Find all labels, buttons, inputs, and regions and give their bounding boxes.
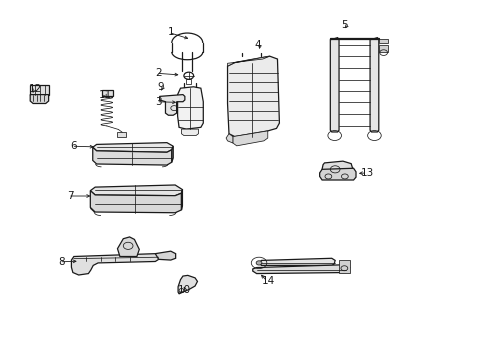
Polygon shape <box>178 275 197 294</box>
Polygon shape <box>181 129 198 135</box>
Polygon shape <box>90 185 182 195</box>
Polygon shape <box>90 191 181 213</box>
Text: 14: 14 <box>261 276 274 287</box>
Text: 8: 8 <box>59 257 65 267</box>
Polygon shape <box>369 38 378 132</box>
Polygon shape <box>322 161 352 176</box>
Polygon shape <box>319 168 355 180</box>
Bar <box>30 85 48 95</box>
Text: 3: 3 <box>155 97 162 107</box>
Polygon shape <box>93 147 171 165</box>
Polygon shape <box>159 95 184 115</box>
Circle shape <box>256 261 262 265</box>
Polygon shape <box>171 146 173 162</box>
Polygon shape <box>232 131 267 146</box>
Polygon shape <box>71 254 159 275</box>
Bar <box>117 132 126 136</box>
Polygon shape <box>227 56 279 136</box>
Text: 10: 10 <box>178 285 191 295</box>
Polygon shape <box>181 190 182 210</box>
Polygon shape <box>93 143 173 152</box>
Text: 13: 13 <box>360 168 373 178</box>
Polygon shape <box>259 258 334 265</box>
Text: 6: 6 <box>70 141 77 151</box>
Polygon shape <box>155 251 175 260</box>
Text: 4: 4 <box>254 40 260 50</box>
Polygon shape <box>117 237 139 257</box>
Polygon shape <box>225 134 232 143</box>
Text: 1: 1 <box>167 27 174 37</box>
Polygon shape <box>227 56 269 66</box>
Text: 5: 5 <box>341 20 347 30</box>
Bar <box>378 39 386 43</box>
Text: 7: 7 <box>67 191 74 201</box>
Bar <box>102 90 113 96</box>
Text: 2: 2 <box>155 68 162 78</box>
Text: 11: 11 <box>99 90 112 100</box>
Text: 9: 9 <box>157 82 163 93</box>
Bar <box>338 260 349 273</box>
Bar <box>378 45 387 52</box>
Polygon shape <box>329 38 338 132</box>
Polygon shape <box>252 265 349 274</box>
Polygon shape <box>177 87 203 129</box>
Text: 12: 12 <box>29 84 42 94</box>
Polygon shape <box>30 95 48 103</box>
